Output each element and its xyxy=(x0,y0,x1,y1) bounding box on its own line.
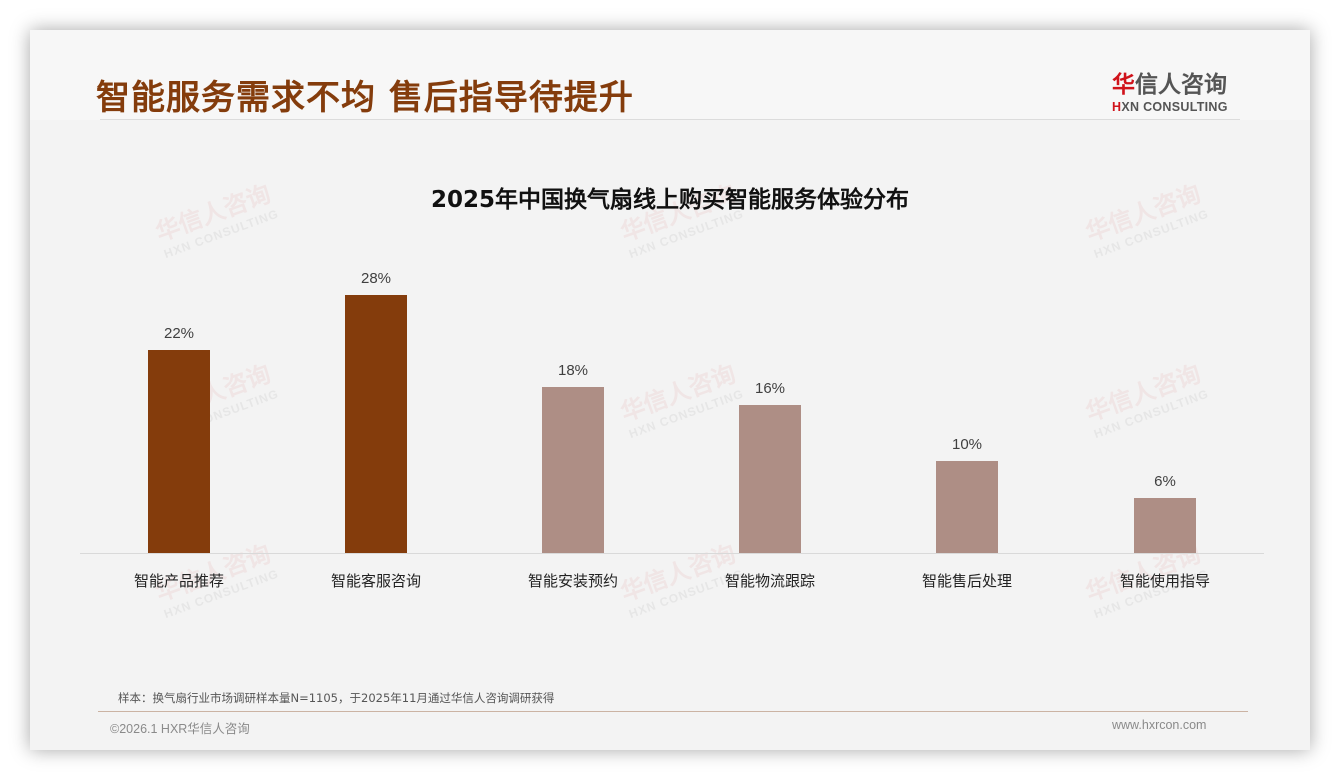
bar xyxy=(542,387,604,553)
copyright: ©2026.1 HXR华信人咨询 xyxy=(110,722,250,736)
category-label: 智能安装预约 xyxy=(527,572,618,590)
category-label: 智能售后处理 xyxy=(921,572,1012,590)
company-logo: 华信人咨询 HXN CONSULTING xyxy=(1112,65,1242,114)
watermark: 华信人咨询 HXN CONSULTING xyxy=(615,354,746,441)
logo-cn-text: 信人咨询 xyxy=(1135,72,1227,98)
watermark-en: HXN CONSULTING xyxy=(626,206,746,262)
bar-value-label: 6% xyxy=(1154,473,1176,490)
logo-chinese: 华信人咨询 xyxy=(1112,65,1242,99)
bar-value-label: 22% xyxy=(163,325,195,342)
watermark-en: HXN CONSULTING xyxy=(161,206,281,262)
x-axis-line xyxy=(80,553,1264,554)
watermark-en: HXN CONSULTING xyxy=(1091,386,1211,442)
page-title: 智能服务需求不均 售后指导待提升 xyxy=(96,78,634,118)
bar-value-label: 10% xyxy=(951,436,983,453)
footer-divider xyxy=(98,711,1248,712)
bar xyxy=(739,405,801,553)
watermark-cn: 华信人咨询 xyxy=(1082,359,1205,427)
sample-note: 样本：换气扇行业市场调研样本量N=1105，于2025年11月通过华信人咨询调研… xyxy=(118,691,555,705)
watermark: 华信人咨询 HXN CONSULTING xyxy=(1080,354,1211,441)
category-label: 智能产品推荐 xyxy=(133,572,224,590)
bar-value-label: 28% xyxy=(360,270,392,287)
bar xyxy=(936,461,998,553)
category-label: 智能使用指导 xyxy=(1119,572,1210,590)
bar xyxy=(345,295,407,553)
bar-value-label: 18% xyxy=(557,362,589,379)
logo-en-text: XN CONSULTING xyxy=(1121,100,1228,114)
header-divider xyxy=(100,119,1240,120)
header-band xyxy=(30,30,1310,120)
chart-title: 2025年中国换气扇线上购买智能服务体验分布 xyxy=(430,187,909,213)
bar xyxy=(1134,498,1196,553)
logo-mark: 华 xyxy=(1112,72,1135,98)
logo-english: HXN CONSULTING xyxy=(1112,100,1242,114)
logo-en-mark: H xyxy=(1112,100,1122,114)
bar-value-label: 16% xyxy=(754,380,786,397)
slide: 智能服务需求不均 售后指导待提升 华信人咨询 HXN CONSULTING 华信… xyxy=(30,30,1310,750)
bar xyxy=(148,350,210,553)
category-label: 智能客服咨询 xyxy=(330,572,421,590)
category-label: 智能物流跟踪 xyxy=(724,572,815,590)
website-link: www.hxrcon.com xyxy=(1112,718,1207,732)
watermark-en: HXN CONSULTING xyxy=(1091,206,1211,262)
